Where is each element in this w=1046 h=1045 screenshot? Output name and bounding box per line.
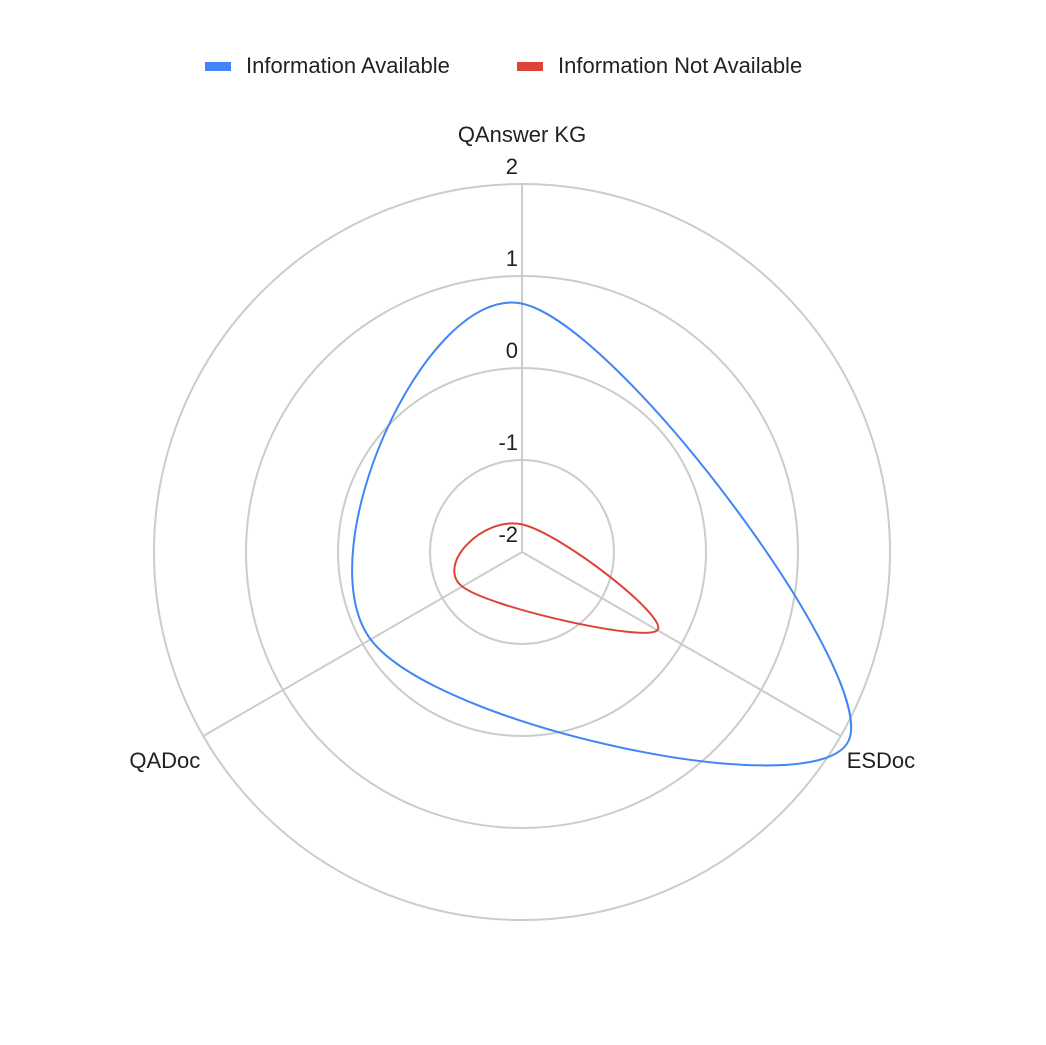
category-label: ESDoc bbox=[847, 748, 915, 773]
spoke bbox=[202, 551, 523, 737]
series-line bbox=[351, 301, 852, 767]
series-line bbox=[453, 522, 660, 634]
r-tick-label: -2 bbox=[498, 522, 518, 547]
spoke bbox=[521, 551, 842, 737]
category-label: QADoc bbox=[129, 748, 200, 773]
legend-swatch bbox=[517, 62, 543, 71]
r-tick-label: 2 bbox=[506, 154, 518, 179]
legend-label: Information Not Available bbox=[558, 53, 802, 78]
category-label: QAnswer KG bbox=[458, 122, 586, 147]
legend-label: Information Available bbox=[246, 53, 450, 78]
r-tick-label: -1 bbox=[498, 430, 518, 455]
legend-swatch bbox=[205, 62, 231, 71]
r-tick-label: 0 bbox=[506, 338, 518, 363]
r-tick-label: 1 bbox=[506, 246, 518, 271]
